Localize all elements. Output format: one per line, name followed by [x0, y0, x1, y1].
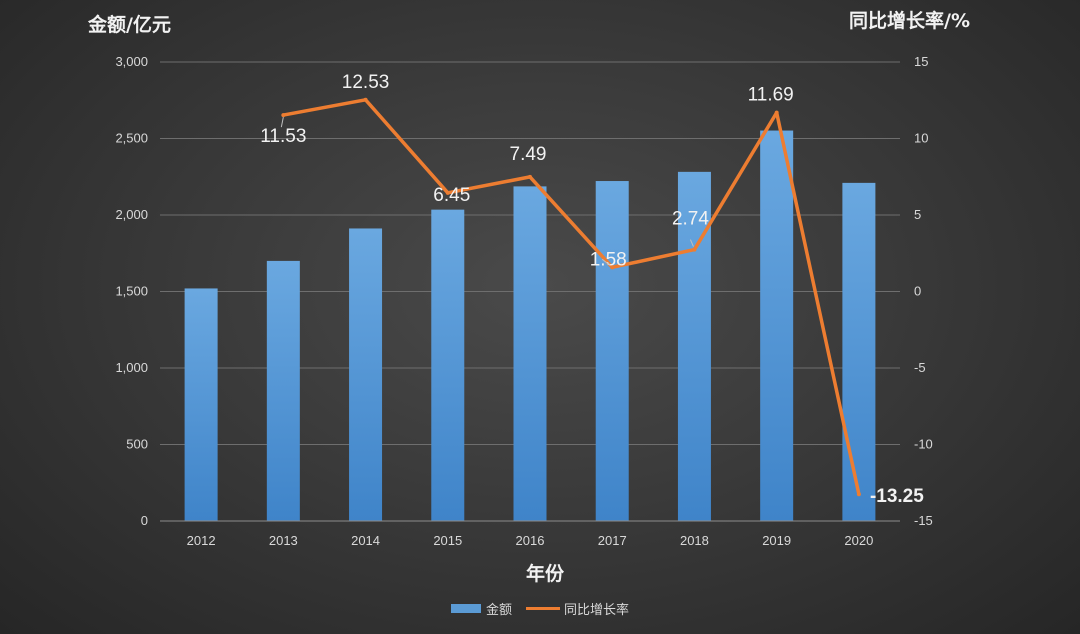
left-tick-label: 2,000: [115, 207, 148, 222]
right-tick-label: 10: [914, 131, 928, 146]
bar-2014: [349, 228, 383, 522]
data-label-2020: -13.25: [870, 486, 924, 507]
growth-point-2020: [856, 492, 861, 497]
right-tick-label: -15: [914, 513, 933, 528]
bar-2019: [760, 130, 794, 521]
x-tick-label: 2018: [680, 533, 709, 548]
growth-line: [283, 98, 861, 495]
data-label-2014: 12.53: [342, 72, 390, 93]
growth-point-2019: [774, 110, 779, 115]
x-tick-label: 2013: [269, 533, 298, 548]
left-tick-label: 2,500: [115, 131, 148, 146]
legend-swatch-amount: [451, 604, 481, 613]
data-label-2019: 11.69: [748, 85, 794, 106]
left-tick-label: 1,000: [115, 360, 148, 375]
bar-2013: [266, 260, 300, 521]
label-leader-line: [601, 258, 611, 266]
data-label-2013: 11.53: [260, 126, 306, 147]
x-tick-label: 2014: [351, 533, 380, 548]
bar-2017: [595, 181, 629, 521]
label-leader-line: [689, 239, 694, 247]
x-tick-label: 2015: [433, 533, 462, 548]
right-tick-label: 0: [914, 284, 921, 299]
left-tick-label: 500: [126, 437, 148, 452]
x-tick-label: 2017: [598, 533, 627, 548]
line-series: [281, 97, 861, 497]
left-tick-label: 1,500: [115, 284, 148, 299]
data-labels: 11.53 12.53 6.45 7.49 1.58 2.74 11.69 -13.25: [260, 72, 924, 507]
label-leader-line: [280, 116, 284, 128]
growth-point-2014: [363, 97, 368, 102]
right-tick-label: -5: [914, 360, 926, 375]
left-axis-title: 金额/亿元: [87, 13, 171, 36]
left-tick-label: 3,000: [115, 54, 148, 69]
growth-point-2016: [528, 174, 532, 179]
bar-2016: [513, 186, 547, 521]
x-tick-label: 2012: [187, 533, 216, 548]
right-tick-label: 5: [914, 207, 921, 222]
bar-2012: [184, 288, 218, 521]
x-tick-label: 2020: [844, 533, 873, 548]
legend-label-growth: 同比增长率: [564, 602, 629, 618]
legend: 金额 同比增长率: [451, 602, 629, 618]
growth-point-2017: [610, 265, 615, 270]
left-tick-label: 0: [141, 513, 148, 528]
right-axis-title: 同比增长率/%: [849, 9, 970, 32]
data-label-2018: 2.74: [672, 209, 709, 230]
x-axis-title: 年份: [526, 562, 565, 585]
growth-point-2013: [281, 113, 286, 118]
x-tick-label: 2019: [762, 533, 791, 548]
data-label-2015: 6.45: [433, 185, 470, 206]
growth-point-2018: [692, 247, 697, 252]
bar-2020: [842, 182, 876, 521]
bar-series: [184, 130, 876, 522]
data-label-2016: 7.49: [510, 144, 547, 165]
growth-point-2015: [445, 190, 450, 195]
data-label-2017: 1.58: [590, 249, 627, 270]
right-tick-label: 15: [914, 54, 928, 69]
axes: 05001,0001,5002,0002,5003,000-15-10-5051…: [115, 54, 932, 548]
legend-label-amount: 金额: [486, 602, 512, 618]
x-tick-label: 2016: [516, 533, 545, 548]
bar-2015: [431, 209, 465, 521]
right-tick-label: -10: [914, 437, 933, 452]
